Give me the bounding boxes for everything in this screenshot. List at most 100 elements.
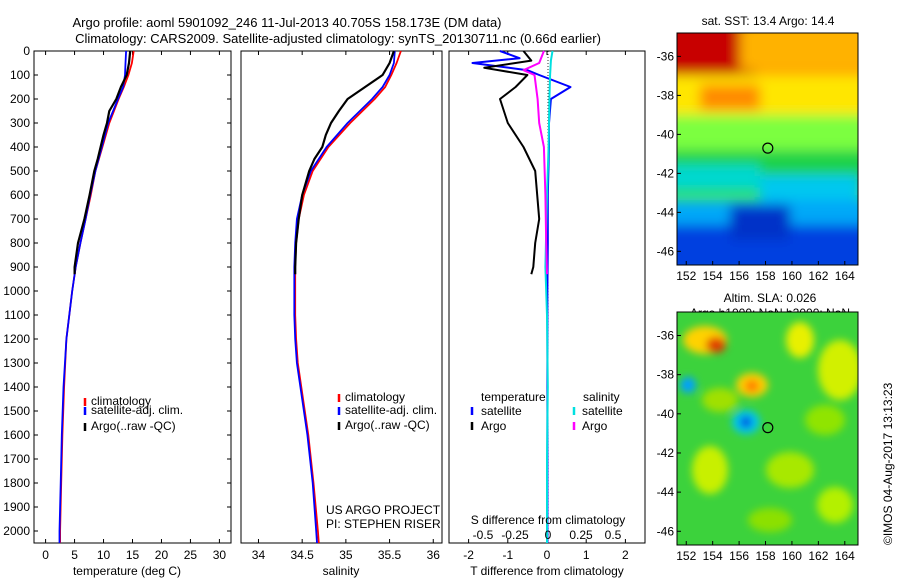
- map-x-tick-label: 156: [729, 549, 749, 563]
- depth-tick-label: 400: [10, 140, 30, 154]
- pi-annotation: PI: STEPHEN RISER: [326, 517, 441, 531]
- sla-map-frame: [676, 311, 859, 546]
- legend-label-satellite: satellite-adj. clim.: [91, 403, 183, 417]
- legend-label-s-argo: Argo: [582, 419, 608, 433]
- difference-lines: [471, 50, 572, 543]
- depth-tick-label: 0: [23, 44, 30, 58]
- salinity-panel: 34 34.5 35 35.5 36 salinity climatology sate…: [240, 50, 443, 578]
- temperature-x-axis: 0 5 10 15 20 25 30: [42, 51, 226, 562]
- top-tick-label: -0.5: [473, 528, 494, 542]
- temperature-line-2: [73, 50, 132, 275]
- map-x-tick-label: 162: [808, 549, 828, 563]
- depth-tick-label: 1700: [3, 452, 30, 466]
- legend-label-satellite: satellite-adj. clim.: [345, 403, 437, 417]
- legend-title-temperature: temperature: [481, 390, 546, 404]
- depth-tick-label: 2000: [3, 524, 30, 538]
- x-tick-label: 35.5: [378, 548, 402, 562]
- map-x-tick-label: 152: [676, 269, 696, 283]
- depth-tick-label: 100: [10, 68, 30, 82]
- title-line-1: Argo profile: aoml 5901092_246 11-Jul-20…: [72, 15, 501, 30]
- legend-title-salinity: salinity: [583, 390, 620, 404]
- x-tick-label: 2: [622, 548, 629, 562]
- x-tick-label: 30: [213, 548, 227, 562]
- map-y-tick-label: -46: [657, 524, 675, 538]
- x-tick-label: -1: [502, 548, 513, 562]
- x-tick-label: 35: [339, 548, 353, 562]
- map-y-tick-label: -40: [657, 407, 675, 421]
- legend-label-t-satellite: satellite: [481, 404, 522, 418]
- map-y-tick-label: -44: [657, 205, 675, 219]
- salinity-axes: [240, 50, 443, 544]
- sst-map: sat. SST: 13.4 Argo: 14.4: [657, 14, 859, 283]
- temperature-line-1: [58, 50, 127, 543]
- depth-tick-label: 1800: [3, 476, 30, 490]
- depth-tick-label: 600: [10, 188, 30, 202]
- x-tick-label: 0: [42, 548, 49, 562]
- map-x-tick-label: 156: [729, 269, 749, 283]
- x-tick-label: 0: [544, 548, 551, 562]
- map-x-tick-label: 160: [782, 269, 802, 283]
- salinity-x-axis: 34 34.5 35 35.5 36: [252, 51, 440, 562]
- sla-map-title-1: Altim. SLA: 0.026: [724, 291, 817, 305]
- temperature-panel: 0100200300400500600700800900100011001200…: [3, 44, 645, 578]
- x-tick-label: 20: [155, 548, 169, 562]
- map-y-tick-label: -38: [657, 368, 675, 382]
- x-tick-label: -2: [463, 548, 474, 562]
- depth-tick-label: 800: [10, 236, 30, 250]
- top-tick-labels: -0.5 -0.25 0 0.25 0.5: [473, 528, 622, 542]
- map-y-tick-label: -44: [657, 485, 675, 499]
- t-difference-label: T difference from climatology: [470, 564, 624, 578]
- sla-map-axes: 152 154 156 158 160 162 164 -36 -38 -40 -42 -44 -46: [657, 328, 855, 563]
- map-y-tick-label: -38: [657, 88, 675, 102]
- x-tick-label: 34: [252, 548, 266, 562]
- salinity-xlabel: salinity: [323, 564, 360, 578]
- salinity-lines: [293, 50, 402, 544]
- temperature-lines: [58, 50, 135, 543]
- depth-tick-label: 700: [10, 212, 30, 226]
- difference-panel: -2 -1 0 1 2 S difference from climatology -0…: [448, 50, 646, 578]
- map-x-tick-label: 158: [756, 549, 776, 563]
- difference-x-axis: -2 -1 0 1 2: [463, 51, 629, 562]
- map-y-tick-label: -42: [657, 446, 675, 460]
- copyright-label: ©IMOS 04-Aug-2017 13:13:23: [881, 382, 895, 545]
- depth-tick-label: 500: [10, 164, 30, 178]
- temperature-legend: climatology satellite-adj. clim. Argo(..…: [83, 394, 183, 433]
- depth-tick-label: 1300: [3, 356, 30, 370]
- map-x-tick-label: 162: [808, 269, 828, 283]
- s-difference-label: S difference from climatology: [471, 513, 626, 527]
- salinity-line-2: [294, 50, 395, 275]
- legend-label-climatology: climatology: [345, 390, 405, 404]
- sst-field: [677, 33, 858, 265]
- salinity-legend: climatology satellite-adj. clim. Argo(..…: [337, 390, 437, 432]
- map-y-tick-label: -40: [657, 127, 675, 141]
- top-tick-label: 0.5: [605, 528, 622, 542]
- legend-label-s-satellite: satellite: [582, 404, 623, 418]
- map-x-tick-label: 164: [835, 549, 855, 563]
- sla-map: Altim. SLA: 0.026 Argo h1000: NaN h2000:…: [657, 291, 859, 563]
- legend-label-argo: Argo(..raw -QC): [91, 419, 176, 433]
- map-x-tick-label: 154: [703, 549, 723, 563]
- temperature-xlabel: temperature (deg C): [73, 564, 181, 578]
- x-tick-label: 25: [184, 548, 198, 562]
- difference-line-1: [483, 50, 541, 275]
- depth-tick-label: 1400: [3, 380, 30, 394]
- map-x-tick-label: 154: [703, 269, 723, 283]
- map-y-tick-label: -36: [657, 49, 675, 63]
- map-x-tick-label: 158: [756, 269, 776, 283]
- sst-map-axes: 152 154 156 158 160 162 164 -36 -38 -40 -42 -44 -46: [657, 49, 855, 283]
- difference-line-2: [544, 50, 554, 543]
- sst-map-title: sat. SST: 13.4 Argo: 14.4: [702, 14, 835, 28]
- map-x-tick-label: 164: [835, 269, 855, 283]
- temperature-axes: [33, 50, 232, 544]
- x-tick-label: 5: [71, 548, 78, 562]
- map-y-tick-label: -46: [657, 244, 675, 258]
- top-tick-label: 0: [545, 528, 552, 542]
- title-line-2: Climatology: CARS2009. Satellite-adjuste…: [75, 31, 601, 46]
- depth-tick-label: 300: [10, 116, 30, 130]
- x-tick-label: 34.5: [290, 548, 314, 562]
- float-location-marker: [762, 422, 774, 434]
- difference-line-3: [522, 50, 548, 275]
- x-tick-label: 36: [427, 548, 441, 562]
- difference-legend: temperature salinity satellite Argo sate…: [470, 390, 623, 433]
- depth-tick-label: 900: [10, 260, 30, 274]
